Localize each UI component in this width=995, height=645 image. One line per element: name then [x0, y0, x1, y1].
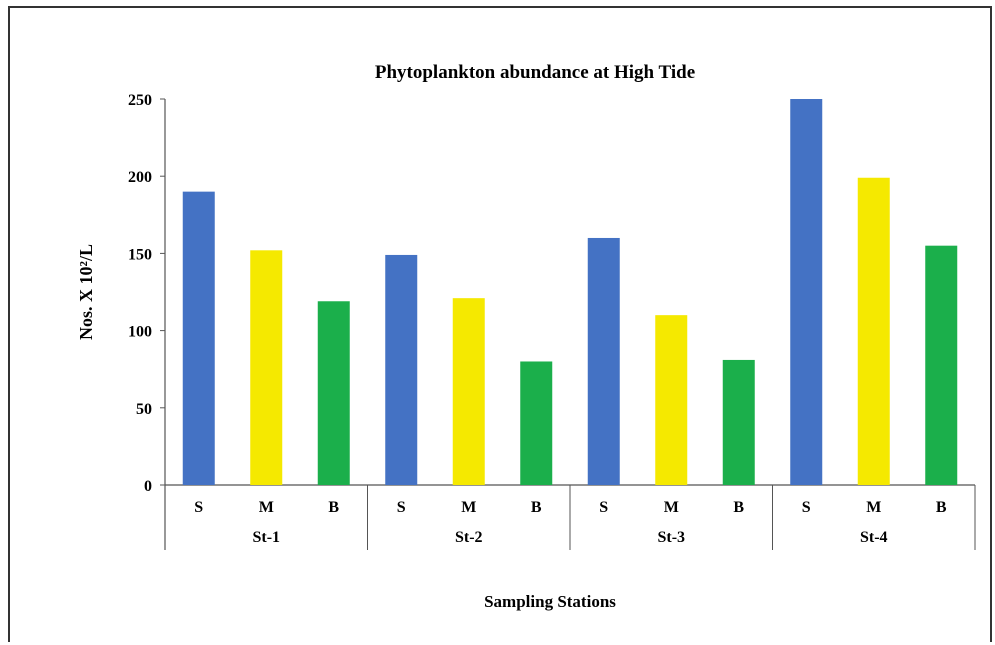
axes	[160, 98, 976, 550]
bars-group	[182, 99, 958, 485]
x-category-label: S	[802, 499, 811, 516]
y-tick-label: 50	[136, 401, 152, 418]
x-group-label: St-1	[252, 529, 280, 546]
x-category-label: M	[259, 499, 274, 516]
bar-st-1-s	[182, 191, 215, 485]
bar-st-2-m	[452, 298, 485, 485]
chart-frame	[8, 6, 992, 642]
x-category-label: M	[461, 499, 476, 516]
x-category-label: S	[599, 499, 608, 516]
bar-st-2-s	[385, 254, 418, 485]
x-category-label: S	[194, 499, 203, 516]
bar-st-3-m	[655, 315, 688, 485]
bar-st-2-b	[520, 361, 553, 485]
x-category-label: B	[936, 499, 947, 516]
x-axis-label: Sampling Stations	[484, 592, 616, 611]
x-category-label: M	[866, 499, 881, 516]
bar-st-4-m	[857, 177, 890, 485]
y-tick-label: 150	[128, 246, 152, 263]
y-tick-label: 200	[128, 169, 152, 186]
bar-st-4-s	[790, 99, 823, 485]
bar-st-1-m	[250, 250, 283, 485]
y-tick-label: 100	[128, 324, 152, 341]
chart-title: Phytoplankton abundance at High Tide	[375, 62, 695, 83]
x-category-label: M	[664, 499, 679, 516]
labels-group: 0 50 100 150 200 250 S M B St-1 S M B St-2 S M B St-3 S M B S…	[128, 92, 947, 546]
y-tick-label: 250	[128, 92, 152, 109]
bar-st-3-s	[587, 237, 620, 485]
y-axis-label: Nos. X 10²/L	[76, 244, 96, 340]
x-category-label: B	[733, 499, 744, 516]
x-group-label: St-3	[657, 529, 685, 546]
x-category-label: B	[531, 499, 542, 516]
x-category-label: S	[397, 499, 406, 516]
x-group-label: St-4	[860, 529, 888, 546]
bar-st-1-b	[317, 301, 350, 485]
x-group-label: St-2	[455, 529, 483, 546]
x-category-label: B	[328, 499, 339, 516]
bar-st-4-b	[925, 245, 958, 485]
y-tick-label: 0	[144, 478, 152, 495]
bar-st-3-b	[722, 359, 755, 485]
